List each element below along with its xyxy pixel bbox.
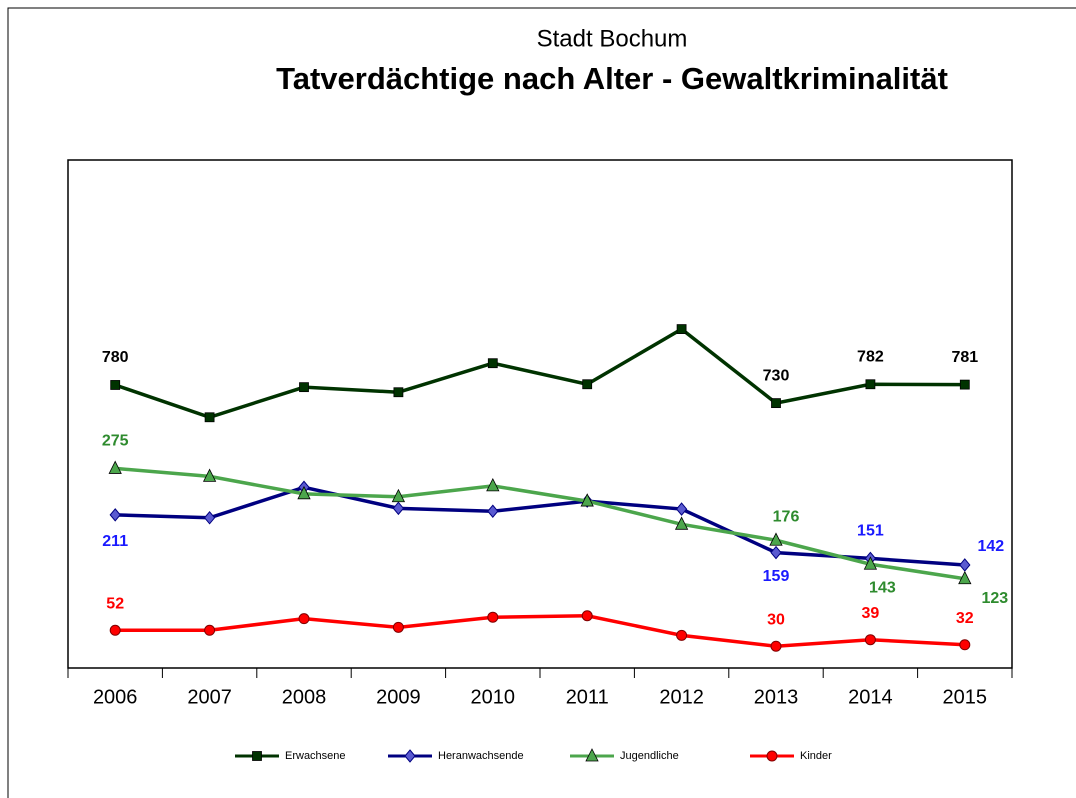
marker: [252, 751, 262, 761]
marker: [203, 510, 216, 525]
series-line: [115, 466, 966, 581]
marker: [675, 502, 688, 516]
data-label: 52: [106, 595, 124, 612]
marker: [585, 748, 599, 762]
data-label: 730: [763, 367, 790, 384]
x-tick-label: 2011: [566, 686, 609, 708]
marker: [580, 493, 594, 507]
marker: [766, 750, 778, 762]
marker: [110, 380, 121, 390]
legend-label: Heranwachsende: [438, 750, 524, 762]
marker: [108, 460, 122, 474]
legend-label: Jugendliche: [620, 750, 679, 762]
marker: [959, 379, 970, 390]
data-label: 39: [862, 605, 880, 622]
series-line: [115, 485, 965, 567]
marker: [297, 485, 311, 500]
marker: [581, 610, 593, 622]
x-tick-label: 2010: [471, 686, 516, 708]
marker: [109, 624, 121, 636]
marker: [109, 508, 121, 522]
marker: [676, 629, 688, 641]
marker: [204, 624, 216, 636]
marker: [202, 468, 217, 482]
marker: [486, 477, 500, 492]
marker: [392, 501, 405, 516]
data-label: 123: [981, 590, 1008, 607]
marker: [674, 516, 689, 530]
marker: [958, 570, 972, 585]
data-label: 151: [857, 523, 884, 540]
data-label: 142: [977, 538, 1004, 555]
legend-label: Kinder: [800, 750, 832, 762]
marker: [487, 504, 499, 519]
marker: [770, 640, 782, 652]
data-label: 780: [102, 349, 129, 366]
marker: [863, 556, 878, 570]
x-tick-label: 2007: [187, 686, 232, 708]
x-tick-label: 2006: [93, 686, 138, 708]
data-label: 782: [857, 348, 884, 365]
marker: [204, 412, 215, 423]
marker: [487, 358, 498, 369]
data-label: 176: [773, 508, 800, 525]
data-label: 30: [767, 611, 785, 628]
marker: [404, 749, 416, 763]
x-tick-label: 2015: [943, 686, 988, 708]
data-label: 781: [951, 349, 978, 366]
marker: [299, 382, 309, 393]
data-label: 275: [102, 433, 129, 450]
chart-subtitle: Stadt Bochum: [537, 25, 688, 52]
data-label: 143: [869, 579, 896, 596]
marker: [392, 621, 404, 633]
marker: [487, 611, 499, 623]
marker: [676, 324, 687, 334]
marker: [865, 379, 876, 390]
series-line: [115, 613, 965, 648]
x-tick-label: 2009: [376, 686, 421, 708]
marker: [771, 398, 781, 409]
marker: [298, 613, 310, 625]
marker: [769, 532, 783, 546]
marker: [770, 545, 782, 560]
data-label: 32: [956, 610, 974, 627]
marker: [393, 387, 404, 398]
marker: [864, 634, 876, 646]
marker: [582, 379, 593, 390]
marker: [959, 639, 971, 651]
x-tick-label: 2014: [848, 686, 893, 708]
series-line: [114, 326, 965, 420]
data-label: 211: [102, 533, 128, 550]
marker: [391, 488, 406, 503]
x-tick-label: 2008: [282, 686, 327, 708]
chart-title: Tatverdächtige nach Alter - Gewaltkrimin…: [276, 61, 948, 96]
x-tick-label: 2012: [659, 686, 704, 708]
data-label: 159: [763, 568, 790, 585]
x-tick-label: 2013: [754, 686, 799, 708]
legend-label: Erwachsene: [285, 750, 346, 762]
